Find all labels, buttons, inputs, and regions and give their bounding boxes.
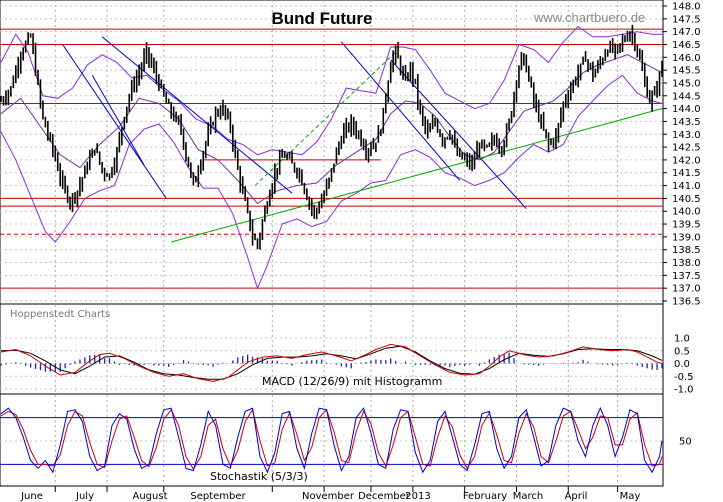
price-panel-frame bbox=[0, 0, 664, 305]
price-tick-label: 147.0 bbox=[672, 27, 701, 38]
stoch-k-line bbox=[0, 406, 663, 474]
month-label: 2013 bbox=[405, 491, 430, 502]
bollinger-lower bbox=[0, 74, 663, 290]
source-label: Hoppenstedt Charts bbox=[10, 309, 110, 320]
horizontal-lines bbox=[0, 28, 663, 289]
watermark: www.chartbuero.de bbox=[533, 10, 645, 25]
stochastic-label: Stochastik (5/3/3) bbox=[210, 470, 308, 483]
bollinger-upper bbox=[0, 25, 662, 156]
month-label: November bbox=[302, 491, 355, 502]
month-label: December bbox=[358, 491, 411, 502]
price-tick-label: 138.5 bbox=[672, 245, 701, 256]
trendline bbox=[91, 75, 145, 166]
price-tick-label: 143.5 bbox=[672, 117, 701, 128]
price-tick-label: 144.0 bbox=[672, 104, 701, 115]
stoch-d-line bbox=[0, 408, 663, 471]
price-tick-label: 141.5 bbox=[672, 168, 701, 179]
price-tick-label: 140.0 bbox=[672, 207, 701, 218]
grid-layer bbox=[0, 0, 663, 486]
macd-tick-label: -0.5 bbox=[674, 372, 694, 383]
month-label: September bbox=[190, 491, 246, 502]
stochastic-layer bbox=[0, 406, 663, 474]
macd-tick-label: -1.0 bbox=[674, 385, 694, 396]
ohlc-bars bbox=[0, 24, 663, 250]
macd-layer bbox=[0, 343, 663, 382]
price-tick-label: 139.0 bbox=[672, 232, 701, 243]
chart-title: Bund Future bbox=[271, 9, 372, 28]
price-tick-label: 147.5 bbox=[672, 14, 701, 25]
price-tick-label: 146.0 bbox=[672, 53, 701, 64]
x-axis-months: June July August September November December2… bbox=[20, 486, 640, 502]
price-tick-label: 138.0 bbox=[672, 258, 701, 269]
month-label: June bbox=[20, 491, 43, 502]
price-tick-label: 137.0 bbox=[672, 284, 701, 295]
price-tick-label: 144.5 bbox=[672, 91, 701, 102]
macd-tick-label: 0.5 bbox=[674, 346, 690, 357]
price-tick-label: 145.5 bbox=[672, 66, 701, 77]
trendline bbox=[254, 51, 396, 186]
trendline bbox=[101, 36, 293, 194]
price-tick-label: 145.0 bbox=[672, 78, 701, 89]
price-tick-label: 142.5 bbox=[672, 143, 701, 154]
price-tick-label: 140.5 bbox=[672, 194, 701, 205]
macd-tick-label: 1.0 bbox=[674, 334, 690, 345]
month-label: March bbox=[513, 491, 543, 502]
macd-line bbox=[0, 343, 663, 382]
price-tick-label: 142.0 bbox=[672, 155, 701, 166]
trendline bbox=[62, 44, 167, 199]
trendline bbox=[340, 41, 461, 181]
price-tick-label: 143.0 bbox=[672, 130, 701, 141]
price-tick-label: 148.0 bbox=[672, 2, 701, 13]
macd-tick-label: 0.0 bbox=[674, 359, 690, 370]
macd-label: MACD (12/26/9) mit Histogramm bbox=[262, 375, 442, 388]
price-tick-label: 137.5 bbox=[672, 271, 701, 282]
price-tick-label: 146.5 bbox=[672, 40, 701, 51]
macd-panel-frame bbox=[0, 303, 664, 395]
month-label: May bbox=[620, 491, 641, 502]
stoch-tick-label: 50 bbox=[679, 437, 692, 448]
month-label: July bbox=[75, 491, 94, 502]
month-label: April bbox=[565, 491, 588, 502]
price-tick-label: 136.5 bbox=[672, 297, 701, 308]
month-label: August bbox=[133, 491, 168, 502]
month-label: February bbox=[463, 491, 507, 502]
price-tick-label: 141.0 bbox=[672, 181, 701, 192]
price-tick-label: 139.5 bbox=[672, 220, 701, 231]
